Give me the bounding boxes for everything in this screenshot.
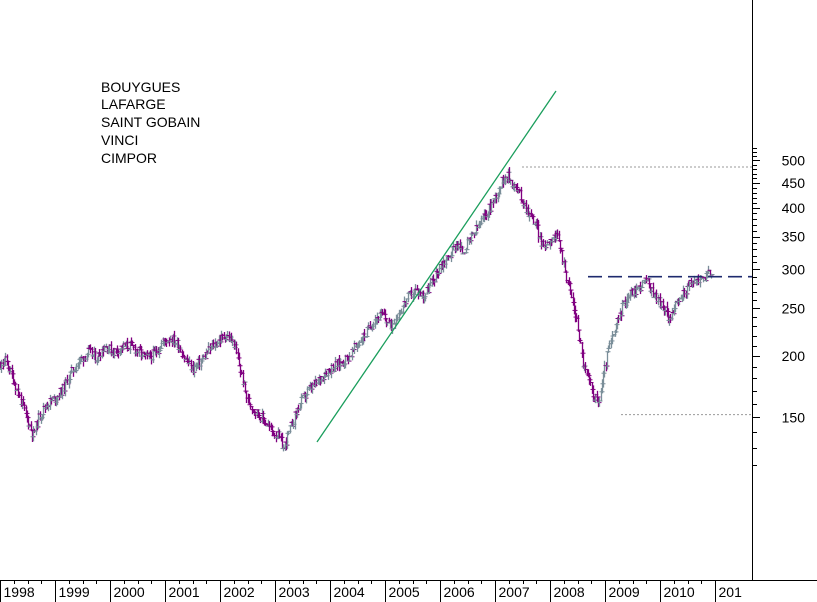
y-tick-label: 350 [782, 229, 806, 245]
y-tick-label: 400 [782, 200, 806, 216]
x-tick-label: 2002 [224, 584, 255, 600]
x-tick-label: 2000 [114, 584, 145, 600]
x-tick-label: 2001 [169, 584, 200, 600]
x-tick-label: 2009 [609, 584, 640, 600]
reference-lines [522, 166, 752, 416]
x-tick-label: 1998 [4, 584, 35, 600]
y-tick-label: 300 [782, 261, 806, 277]
x-tick-label: 2004 [334, 584, 365, 600]
price-bars [0, 167, 715, 452]
y-tick-label: 200 [782, 348, 806, 364]
y-tick-label: 450 [782, 175, 806, 191]
x-tick-label: 2005 [389, 584, 420, 600]
legend-item-lafarge: LAFARGE [101, 96, 166, 112]
x-tick-label: 2007 [499, 584, 530, 600]
x-tick-label: 2006 [444, 584, 475, 600]
legend-item-cimpor: CIMPOR [101, 150, 157, 166]
y-tick-label: 250 [782, 300, 806, 316]
y-tick-label: 500 [782, 152, 806, 168]
x-tick-label: 2010 [664, 584, 695, 600]
support-trend-line [316, 90, 557, 443]
legend-item-vinci: VINCI [101, 132, 139, 148]
legend-item-saint-gobain: SAINT GOBAIN [101, 114, 201, 130]
x-tick-label: 1999 [59, 584, 90, 600]
x-tick-label: 2008 [554, 584, 585, 600]
x-tick-label: 201 [719, 584, 743, 600]
legend-item-bouygues: BOUYGUES [101, 79, 181, 95]
x-tick-label: 2003 [279, 584, 310, 600]
y-tick-label: 150 [782, 409, 806, 425]
trend-lines [316, 90, 752, 443]
